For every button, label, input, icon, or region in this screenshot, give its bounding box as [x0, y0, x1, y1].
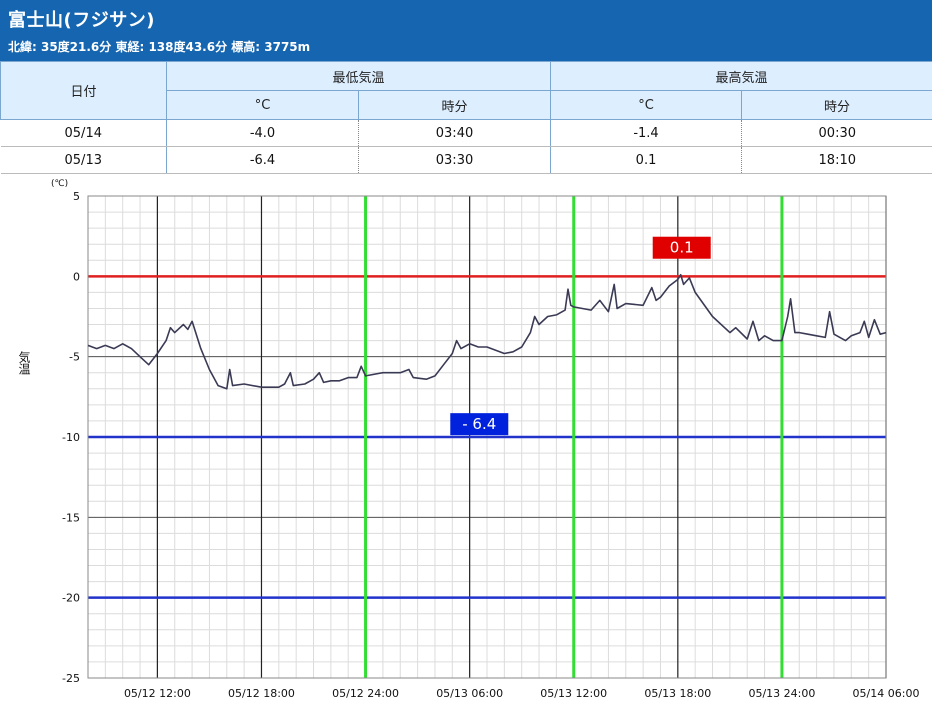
annotation-label: 0.1 — [670, 239, 694, 257]
min-time-header: 時分 — [359, 91, 551, 120]
max-temp-header: 最高気温 — [551, 62, 932, 91]
y-tick-label: -10 — [62, 431, 80, 444]
row-date: 05/14 — [1, 120, 167, 147]
y-axis-label: 気温 — [17, 350, 31, 375]
date-header: 日付 — [1, 62, 167, 120]
y-tick-label: 5 — [73, 190, 80, 203]
station-coordinates: 北緯: 35度21.6分 東経: 138度43.6分 標高: 3775m — [8, 38, 310, 55]
x-tick-label: 05/12 12:00 — [124, 687, 191, 700]
x-tick-label: 05/14 06:00 — [853, 687, 920, 700]
table-row: 05/14 -4.0 03:40 -1.4 00:30 — [1, 120, 932, 147]
x-tick-label: 05/13 24:00 — [748, 687, 815, 700]
temperature-chart-svg: 5 0 -5 -10 -15 -20 -25 (℃) 気温 05/12 12:00 05/12 18… — [0, 166, 932, 724]
row-min: -4.0 — [167, 120, 359, 147]
x-tick-label: 05/13 06:00 — [436, 687, 503, 700]
row-min-time: 03:40 — [359, 120, 551, 147]
x-tick-label: 05/13 12:00 — [540, 687, 607, 700]
max-time-header: 時分 — [742, 91, 932, 120]
y-unit-label: (℃) — [51, 179, 68, 189]
max-unit-header: °C — [551, 91, 742, 120]
min-temp-header: 最低気温 — [167, 62, 551, 91]
y-tick-label: 0 — [73, 270, 80, 283]
station-title: 富士山(フジサン) — [8, 6, 155, 32]
min-unit-header: °C — [167, 91, 359, 120]
row-max-time: 00:30 — [742, 120, 932, 147]
y-tick-label: -5 — [69, 351, 80, 364]
y-tick-label: -15 — [62, 511, 80, 524]
x-tick-label: 05/13 18:00 — [644, 687, 711, 700]
annotation-label: - 6.4 — [462, 415, 496, 433]
station-header: 富士山(フジサン) 北緯: 35度21.6分 東経: 138度43.6分 標高:… — [0, 0, 932, 61]
x-tick-label: 05/12 18:00 — [228, 687, 295, 700]
x-tick-label: 05/12 24:00 — [332, 687, 399, 700]
temperature-stats-table: 日付 最低気温 最高気温 °C 時分 °C 時分 05/14 -4.0 03:4… — [0, 61, 932, 174]
y-tick-label: -20 — [62, 592, 80, 605]
temperature-chart: 5 0 -5 -10 -15 -20 -25 (℃) 気温 05/12 12:00 05/12 18… — [0, 166, 932, 724]
row-max: -1.4 — [551, 120, 742, 147]
y-tick-label: -25 — [62, 672, 80, 685]
